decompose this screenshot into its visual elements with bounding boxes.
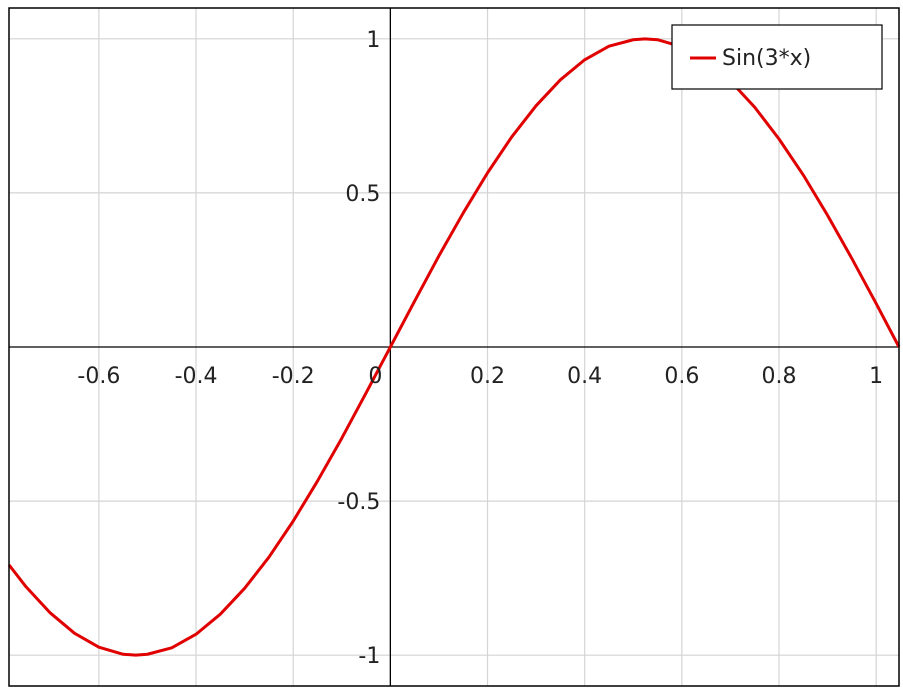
x-tick-label: -0.2 [272, 364, 315, 389]
y-tick-label: -1 [358, 644, 380, 669]
x-tick-label: 1 [869, 364, 883, 389]
legend: Sin(3*x) [671, 24, 883, 90]
marks [7, 37, 901, 657]
x-tick-label: 0.6 [664, 364, 699, 389]
x-tick-label: -0.6 [77, 364, 120, 389]
x-tick-label: 0.4 [567, 364, 602, 389]
x-tick-label: 0.2 [470, 364, 505, 389]
legend-label: Sin(3*x) [722, 46, 811, 71]
y-tick-label: 1 [366, 28, 380, 53]
x-tick-label: -0.4 [175, 364, 218, 389]
x-tick-label: 0 [368, 364, 382, 389]
labels: -0.6 -0.4 -0.2 0 0.2 0.4 0.6 0.8 1 -1 -0.5 0.5 1 [77, 28, 883, 669]
x-tick-label: 0.8 [762, 364, 797, 389]
y-tick-label: 0.5 [345, 182, 380, 207]
plot-border [8, 7, 900, 687]
line-series [7, 37, 901, 657]
y-tick-label: -0.5 [337, 490, 380, 515]
